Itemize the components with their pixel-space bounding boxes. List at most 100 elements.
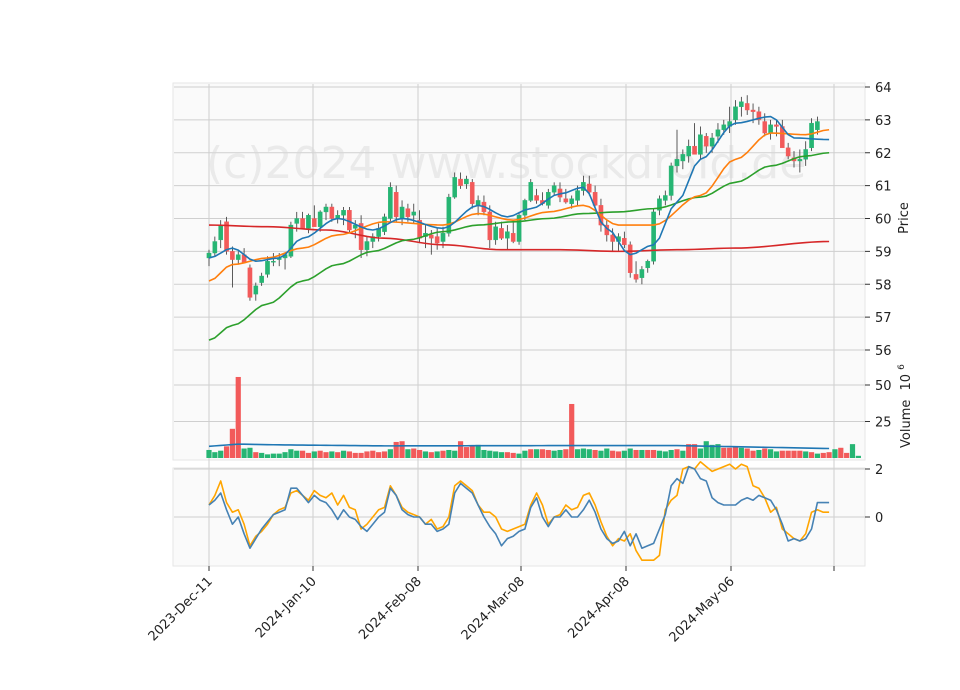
volume-bar bbox=[498, 452, 505, 458]
volume-bar bbox=[750, 450, 756, 458]
price-tick-label: 64 bbox=[875, 81, 892, 96]
x-tick-label: 2024-Feb-08 bbox=[356, 574, 425, 643]
volume-bar bbox=[709, 444, 715, 458]
ma-long-line bbox=[208, 151, 830, 341]
price-tick-label: 63 bbox=[875, 114, 892, 129]
volume-bar bbox=[481, 449, 487, 458]
volume-bar bbox=[352, 452, 358, 458]
volume-bar bbox=[668, 449, 674, 458]
candle bbox=[505, 225, 510, 250]
oscillator-tick-label: 0 bbox=[875, 511, 883, 526]
candle bbox=[633, 261, 639, 283]
candle bbox=[253, 282, 259, 301]
price-tick-label: 58 bbox=[875, 278, 892, 293]
volume-bar bbox=[399, 441, 405, 458]
volume-bar bbox=[235, 376, 241, 458]
volume-bar bbox=[615, 451, 622, 458]
volume-bar bbox=[475, 444, 481, 458]
candle bbox=[797, 149, 803, 173]
candle bbox=[487, 205, 493, 249]
candle bbox=[668, 162, 674, 201]
x-tick-label: 2024-May-06 bbox=[667, 574, 738, 645]
candle bbox=[651, 208, 656, 265]
candle bbox=[458, 172, 463, 189]
volume-bar bbox=[651, 449, 657, 458]
volume-bar bbox=[674, 449, 680, 458]
candle bbox=[323, 203, 329, 221]
volume-bar bbox=[732, 447, 739, 458]
volume-bar bbox=[276, 453, 282, 458]
volume-bar bbox=[253, 452, 259, 458]
volume-bar bbox=[844, 452, 850, 458]
volume-bar bbox=[270, 453, 276, 458]
volume-bar bbox=[376, 452, 382, 458]
candle bbox=[627, 241, 633, 278]
volume-bar bbox=[849, 444, 856, 458]
volume-bar bbox=[411, 448, 417, 458]
candle bbox=[247, 264, 253, 301]
volume-bar bbox=[604, 448, 610, 458]
volume-bar bbox=[469, 446, 475, 458]
volume-bar bbox=[440, 450, 446, 458]
volume-bar bbox=[656, 450, 663, 458]
volume-bar bbox=[574, 449, 581, 458]
volume-bar bbox=[691, 444, 698, 458]
volume-bar bbox=[323, 452, 329, 458]
volume-bar bbox=[229, 428, 235, 458]
volume-bar bbox=[598, 450, 604, 458]
volume-axis-title: Volume bbox=[899, 400, 914, 448]
volume-bar bbox=[727, 447, 733, 458]
volume-bar bbox=[820, 452, 826, 458]
volume-bar bbox=[522, 450, 528, 458]
candle bbox=[744, 95, 750, 115]
candle bbox=[692, 123, 697, 155]
volume-bar bbox=[762, 448, 768, 458]
candle bbox=[686, 139, 691, 163]
volume-bar bbox=[768, 449, 774, 458]
candle bbox=[680, 149, 686, 170]
volume-bar bbox=[838, 447, 844, 458]
candle bbox=[803, 141, 808, 166]
volume-panel bbox=[172, 349, 866, 461]
volume-axis-base: 10 bbox=[899, 374, 914, 391]
volume-bar bbox=[545, 449, 551, 458]
volume-bar bbox=[826, 452, 832, 458]
volume-bar bbox=[528, 449, 534, 458]
volume-bar bbox=[311, 451, 317, 458]
volume-bar bbox=[259, 452, 265, 458]
volume-bar bbox=[346, 451, 352, 458]
price-tick-label: 61 bbox=[875, 180, 892, 195]
candle bbox=[235, 251, 241, 265]
volume-bar bbox=[633, 449, 639, 458]
candle bbox=[499, 221, 504, 240]
volume-bar bbox=[212, 452, 218, 458]
volume-tick-label: 50 bbox=[875, 379, 892, 394]
volume-bar bbox=[516, 453, 522, 458]
volume-bar bbox=[300, 450, 306, 458]
candle bbox=[645, 259, 651, 273]
candle bbox=[733, 100, 738, 125]
candle bbox=[739, 96, 744, 117]
oscillator-signal-line bbox=[208, 460, 830, 562]
volume-bar bbox=[317, 450, 323, 458]
volume-bar bbox=[703, 441, 709, 458]
volume-bar bbox=[463, 447, 469, 458]
volume-bar bbox=[586, 449, 592, 458]
volume-bar bbox=[381, 451, 388, 458]
candle bbox=[446, 193, 452, 237]
volume-bar bbox=[539, 449, 546, 458]
grid-lines bbox=[174, 84, 865, 566]
volume-bar bbox=[241, 448, 247, 458]
x-tick-label: 2023-Dec-11 bbox=[146, 574, 216, 644]
volume-bar bbox=[832, 449, 838, 458]
volume-bar bbox=[264, 454, 271, 458]
volume-bar bbox=[569, 403, 575, 458]
candle bbox=[703, 133, 709, 153]
volume-average-line bbox=[208, 443, 830, 450]
volume-bar bbox=[803, 451, 809, 458]
volume-bar bbox=[405, 449, 411, 458]
volume-bar bbox=[218, 450, 224, 458]
volume-bar bbox=[627, 448, 633, 458]
candle bbox=[563, 188, 569, 204]
candle bbox=[469, 179, 475, 209]
